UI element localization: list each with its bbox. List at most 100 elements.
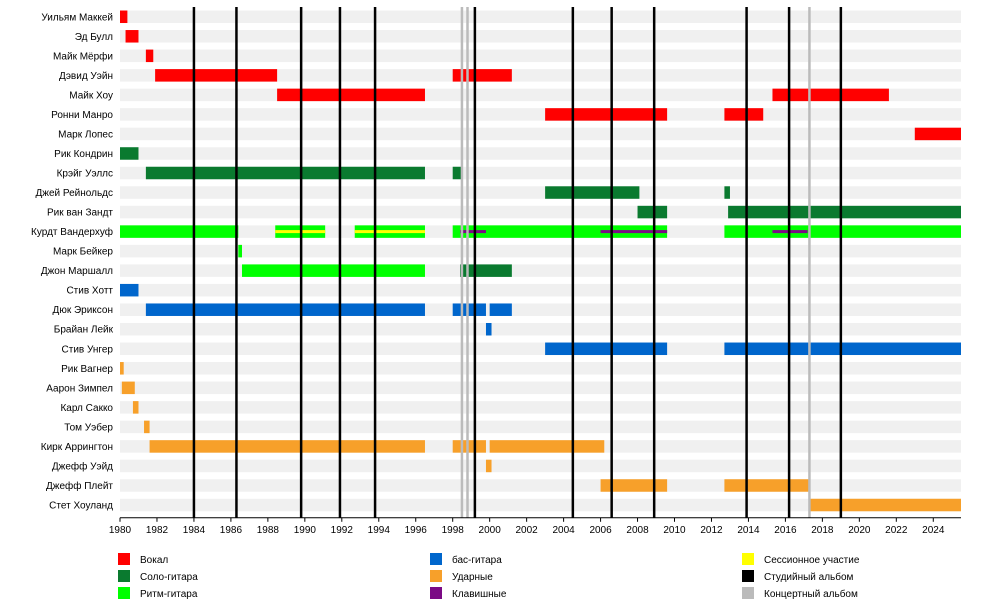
membership-bar-lead-guitar — [724, 186, 730, 199]
row-background — [120, 381, 961, 395]
membership-bar-rhythm-guitar — [724, 225, 961, 238]
membership-bar-bass — [489, 303, 512, 316]
x-tick-label: 2016 — [774, 525, 797, 536]
legend-swatch-session — [742, 553, 754, 565]
member-name-label: Брайан Лейк — [54, 325, 114, 336]
membership-bar-drums — [120, 362, 124, 375]
legend-swatch-live-album — [742, 587, 754, 599]
x-tick-label: 1990 — [294, 525, 317, 536]
member-name-label: Крэйг Уэллс — [57, 169, 113, 180]
member-name-label: Аарон Зимпел — [46, 383, 113, 394]
legend-label-live-album: Концертный альбом — [764, 588, 858, 600]
legend-swatch-rhythm-guitar — [118, 587, 130, 599]
row-background — [120, 479, 961, 492]
member-name-label: Дюк Эриксон — [53, 305, 113, 316]
row-background — [120, 30, 961, 43]
row-background — [120, 49, 961, 63]
legend-swatch-studio-album — [742, 570, 754, 582]
membership-bar-lead-guitar — [452, 166, 462, 180]
legend-label-rhythm-guitar: Ритм-гитара — [140, 589, 198, 600]
membership-bar-drums — [452, 440, 486, 453]
x-tick-label: 2024 — [922, 525, 945, 536]
x-tick-label: 2008 — [626, 525, 649, 536]
legend-label-bass: бас-гитара — [452, 554, 502, 566]
membership-bar-lead-guitar — [637, 205, 668, 219]
membership-bar-vocals — [772, 88, 889, 102]
row-background — [120, 401, 961, 414]
legend-label-keyboards: Клавишные — [452, 589, 507, 600]
x-tick-label: 2014 — [737, 525, 760, 536]
row-background — [120, 498, 961, 512]
member-name-label: Марк Лопес — [58, 129, 113, 140]
x-tick-label: 2004 — [552, 525, 575, 536]
legend-swatch-vocals — [118, 553, 130, 565]
member-name-label: Джон Маршалл — [41, 266, 113, 277]
row-background — [120, 147, 961, 160]
membership-bar-vocals — [145, 49, 154, 63]
membership-bar-drums — [809, 498, 961, 512]
membership-bar-drums — [600, 479, 668, 492]
x-tick-label: 1980 — [109, 525, 132, 536]
x-tick-label: 1986 — [220, 525, 243, 536]
row-background — [120, 186, 961, 199]
legend-label-session: Сессионное участие — [764, 555, 860, 566]
year-axis: 1980 1982 1984 1986 1988 1990 1992 1994 1996 1998… — [109, 517, 961, 536]
membership-bar-bass — [145, 303, 425, 316]
row-background — [120, 10, 961, 24]
row-background — [120, 459, 961, 473]
member-name-label: Джефф Уэйд — [52, 460, 113, 472]
membership-bar-bass — [724, 342, 961, 356]
legend: Вокал Соло-гитара Ритм-гитара бас-гитара Уда… — [118, 553, 860, 600]
membership-bar-keyboards — [460, 230, 486, 234]
x-tick-label: 2018 — [811, 525, 834, 536]
x-tick-label: 2010 — [663, 525, 686, 536]
member-name-label: Стив Унгер — [62, 344, 114, 355]
member-name-label: Стив Хотт — [66, 286, 113, 297]
member-name-label: Стет Хоуланд — [49, 501, 113, 512]
membership-bar-lead-guitar — [545, 186, 640, 199]
membership-bar-vocals — [724, 108, 764, 121]
membership-bar-drums — [149, 440, 425, 453]
membership-bar-rhythm-guitar — [120, 225, 239, 238]
member-labels-layer: Уильям Маккей Эд Булл Майк Мёрфи Дэвид Уэйн… — [31, 12, 114, 511]
legend-swatch-drums — [430, 570, 442, 582]
membership-bar-rhythm-guitar — [238, 244, 242, 258]
member-name-label: Майк Мёрфи — [53, 50, 113, 62]
membership-bar-drums — [144, 420, 150, 434]
row-background — [120, 127, 961, 141]
membership-bar-lead-guitar — [120, 147, 139, 160]
membership-bar-rhythm-guitar — [452, 225, 668, 238]
membership-bar-lead-guitar — [728, 205, 961, 219]
membership-bar-drums — [132, 401, 139, 414]
legend-label-vocals: Вокал — [140, 555, 168, 566]
membership-bar-lead-guitar — [145, 166, 425, 180]
legend-label-drums: Ударные — [452, 572, 493, 583]
membership-bar-vocals — [914, 127, 961, 141]
member-name-label: Ронни Манро — [51, 110, 113, 121]
membership-bar-drums — [121, 381, 135, 395]
membership-bar-bass — [452, 303, 486, 316]
member-name-label: Рик Кондрин — [54, 149, 113, 160]
row-background — [120, 362, 961, 375]
membership-bar-vocals — [120, 10, 128, 24]
x-tick-label: 2006 — [589, 525, 612, 536]
membership-bar-vocals — [125, 30, 139, 43]
membership-bar-session — [354, 230, 425, 234]
member-name-label: Марк Бейкер — [53, 247, 113, 258]
legend-swatch-bass — [430, 553, 442, 565]
row-background — [120, 69, 961, 82]
membership-bar-drums — [485, 459, 492, 473]
x-tick-label: 1982 — [146, 525, 169, 536]
membership-bar-vocals — [277, 88, 425, 102]
row-background — [120, 283, 961, 297]
membership-bars-layer — [120, 10, 961, 512]
membership-bar-keyboards — [600, 230, 668, 234]
membership-bar-bass — [545, 342, 668, 356]
membership-bar-lead-guitar — [460, 264, 512, 277]
membership-bar-bass — [485, 322, 492, 336]
membership-bar-rhythm-guitar — [241, 264, 425, 277]
member-name-label: Рик ван Зандт — [47, 208, 113, 219]
legend-label-lead-guitar: Соло-гитара — [140, 572, 198, 583]
x-tick-label: 1988 — [257, 525, 280, 536]
